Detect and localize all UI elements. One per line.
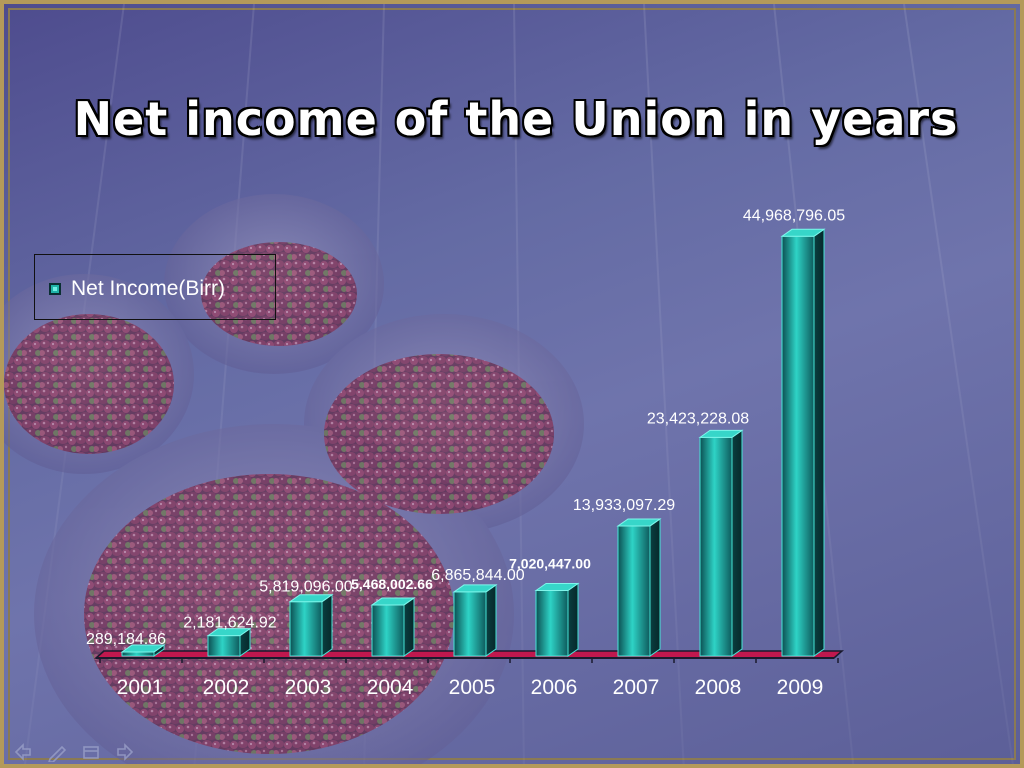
- back-arrow-icon[interactable]: [14, 743, 31, 761]
- slide-nav: [14, 743, 134, 762]
- coffee-beans-background: [4, 4, 1020, 764]
- bar-2003: [288, 593, 334, 657]
- data-label-2003: 5,819,096.00: [259, 579, 353, 596]
- bar-2007: [616, 517, 662, 657]
- data-label-2009: 44,968,796.05: [743, 207, 845, 224]
- legend-label: Net Income(Birr): [71, 277, 226, 300]
- pen-icon[interactable]: [48, 745, 67, 762]
- x-tick-label-2005: 2005: [449, 676, 496, 699]
- x-tick-label-2006: 2006: [531, 676, 578, 699]
- x-tick-label-2001: 2001: [117, 676, 164, 699]
- legend-swatch: [49, 283, 61, 295]
- bar-2004: [370, 597, 416, 657]
- bar-2001: [120, 644, 166, 657]
- data-label-2001: 289,184.86: [86, 631, 166, 648]
- menu-icon[interactable]: [83, 746, 99, 759]
- bar-2009: [780, 228, 826, 657]
- x-tick-label-2002: 2002: [203, 676, 250, 699]
- bar-2008: [698, 429, 744, 657]
- x-tick-label-2003: 2003: [285, 676, 332, 699]
- data-label-2008: 23,423,228.08: [647, 410, 749, 427]
- data-label-2006: 7,020,447.00: [509, 555, 591, 571]
- bar-2005: [452, 583, 498, 657]
- data-label-2002: 2,181,624.92: [183, 615, 277, 632]
- bar-chart: 289,184.86 2,181,624.92 5,819,096.005,468,…: [86, 207, 845, 699]
- forward-arrow-icon[interactable]: [117, 743, 134, 761]
- data-label-2005: 6,865,844.00: [431, 567, 525, 584]
- bar-2006: [534, 582, 580, 657]
- x-tick-label-2008: 2008: [695, 676, 742, 699]
- bar-2002: [206, 627, 252, 657]
- chart-legend: Net Income(Birr): [34, 254, 276, 320]
- x-tick-label-2009: 2009: [777, 676, 824, 699]
- x-tick-label-2004: 2004: [367, 676, 414, 699]
- slide-title: Net income of the Union in years: [73, 92, 959, 146]
- x-tick-label-2007: 2007: [613, 676, 660, 699]
- data-label-2004: 5,468,002.66: [351, 576, 433, 592]
- data-label-2007: 13,933,097.29: [573, 497, 675, 514]
